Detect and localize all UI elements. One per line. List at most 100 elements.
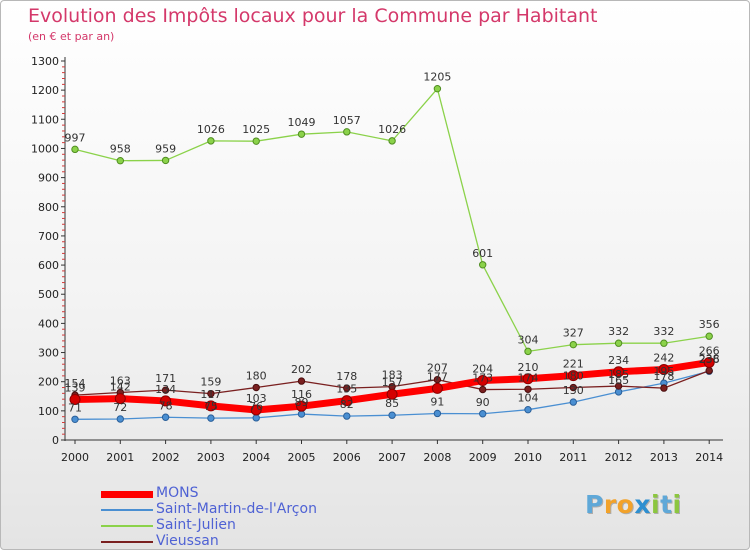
y-tick-label: 800 — [38, 201, 59, 214]
data-point — [431, 382, 443, 394]
data-label: 195 — [653, 365, 674, 378]
data-label: 221 — [563, 358, 584, 371]
data-label: 134 — [155, 383, 176, 396]
data-point — [343, 384, 351, 392]
data-label: 332 — [653, 325, 674, 338]
data-point — [161, 156, 170, 165]
legend-swatch — [101, 525, 153, 527]
logo-letter: r — [603, 490, 617, 519]
data-label: 91 — [430, 395, 444, 408]
data-label: 958 — [110, 143, 131, 156]
data-label: 139 — [65, 381, 86, 394]
data-point — [705, 332, 713, 340]
data-point — [567, 370, 579, 382]
data-label: 234 — [608, 354, 629, 367]
data-point — [660, 339, 668, 347]
x-tick-label: 2001 — [106, 451, 134, 464]
data-label: 163 — [110, 374, 131, 387]
data-point — [116, 415, 125, 423]
data-label: 266 — [699, 344, 720, 357]
logo-letter: x — [634, 490, 651, 519]
legend-swatch — [101, 491, 153, 498]
data-point — [161, 386, 170, 394]
data-label: 71 — [68, 401, 82, 414]
data-point — [386, 388, 398, 400]
data-point — [71, 415, 79, 424]
proxiti-logo: Proxiti — [585, 490, 682, 519]
y-tick-label: 900 — [38, 172, 59, 185]
x-tick-label: 2000 — [61, 451, 89, 464]
y-tick-label: 1200 — [31, 84, 59, 97]
data-point — [252, 383, 260, 392]
data-point — [114, 393, 126, 405]
data-point — [614, 382, 623, 390]
data-label: 207 — [427, 362, 448, 375]
data-point — [160, 395, 172, 407]
y-tick-label: 200 — [38, 376, 59, 389]
logo-letter: t — [660, 490, 673, 519]
data-point — [660, 384, 668, 392]
y-tick-label: 1000 — [31, 142, 59, 155]
data-point — [569, 383, 577, 392]
data-label: 1025 — [242, 123, 270, 136]
x-tick-label: 2011 — [559, 451, 587, 464]
x-tick-label: 2008 — [423, 451, 451, 464]
data-point — [252, 137, 260, 145]
data-label: 154 — [65, 377, 86, 390]
data-label: 85 — [385, 397, 399, 410]
data-point — [297, 130, 306, 138]
data-point — [433, 84, 442, 93]
x-tick-label: 2007 — [378, 451, 406, 464]
data-point — [433, 375, 442, 384]
x-tick-label: 2009 — [469, 451, 497, 464]
data-point — [297, 410, 306, 418]
data-point — [479, 410, 487, 418]
data-point — [433, 409, 442, 418]
data-point — [207, 389, 215, 398]
data-label: 356 — [699, 318, 720, 331]
data-point — [161, 413, 170, 421]
x-tick-label: 2003 — [197, 451, 225, 464]
y-tick-label: 1300 — [31, 55, 59, 68]
data-point — [524, 405, 532, 414]
data-label: 116 — [291, 388, 312, 401]
chart-subtitle: (en € et par an) — [28, 30, 115, 43]
data-label: 1026 — [197, 123, 225, 136]
data-point — [569, 398, 577, 406]
logo-letter: i — [672, 490, 682, 519]
data-point — [343, 128, 351, 136]
x-tick-label: 2010 — [514, 451, 542, 464]
data-label: 180 — [246, 370, 267, 383]
data-label: 601 — [472, 247, 493, 260]
x-tick-label: 2005 — [288, 451, 316, 464]
x-tick-label: 2004 — [242, 451, 270, 464]
y-tick-label: 0 — [52, 434, 59, 447]
data-point — [207, 137, 215, 145]
data-point — [479, 261, 487, 269]
data-point — [69, 393, 81, 405]
legend-label: Saint-Julien — [156, 517, 236, 533]
data-label: 171 — [155, 372, 176, 385]
data-label: 82 — [340, 398, 354, 411]
data-label: 142 — [110, 381, 131, 394]
y-tick-label: 300 — [38, 347, 59, 360]
data-label: 178 — [653, 370, 674, 383]
y-tick-label: 600 — [38, 259, 59, 272]
data-label: 242 — [653, 351, 674, 364]
data-point — [296, 400, 307, 412]
data-label: 332 — [608, 325, 629, 338]
data-label: 210 — [518, 361, 539, 374]
legend-swatch — [101, 509, 153, 511]
data-point — [297, 377, 306, 385]
logo-letter: o — [616, 490, 635, 519]
legend-label: Saint-Martin-de-l'Arçon — [156, 501, 317, 517]
data-label: 236 — [699, 353, 720, 366]
y-tick-label: 100 — [38, 405, 59, 418]
logo-letter: i — [651, 490, 661, 519]
data-label: 104 — [518, 392, 539, 405]
data-point — [207, 414, 215, 422]
data-label: 202 — [291, 363, 312, 376]
data-label: 78 — [159, 399, 173, 412]
